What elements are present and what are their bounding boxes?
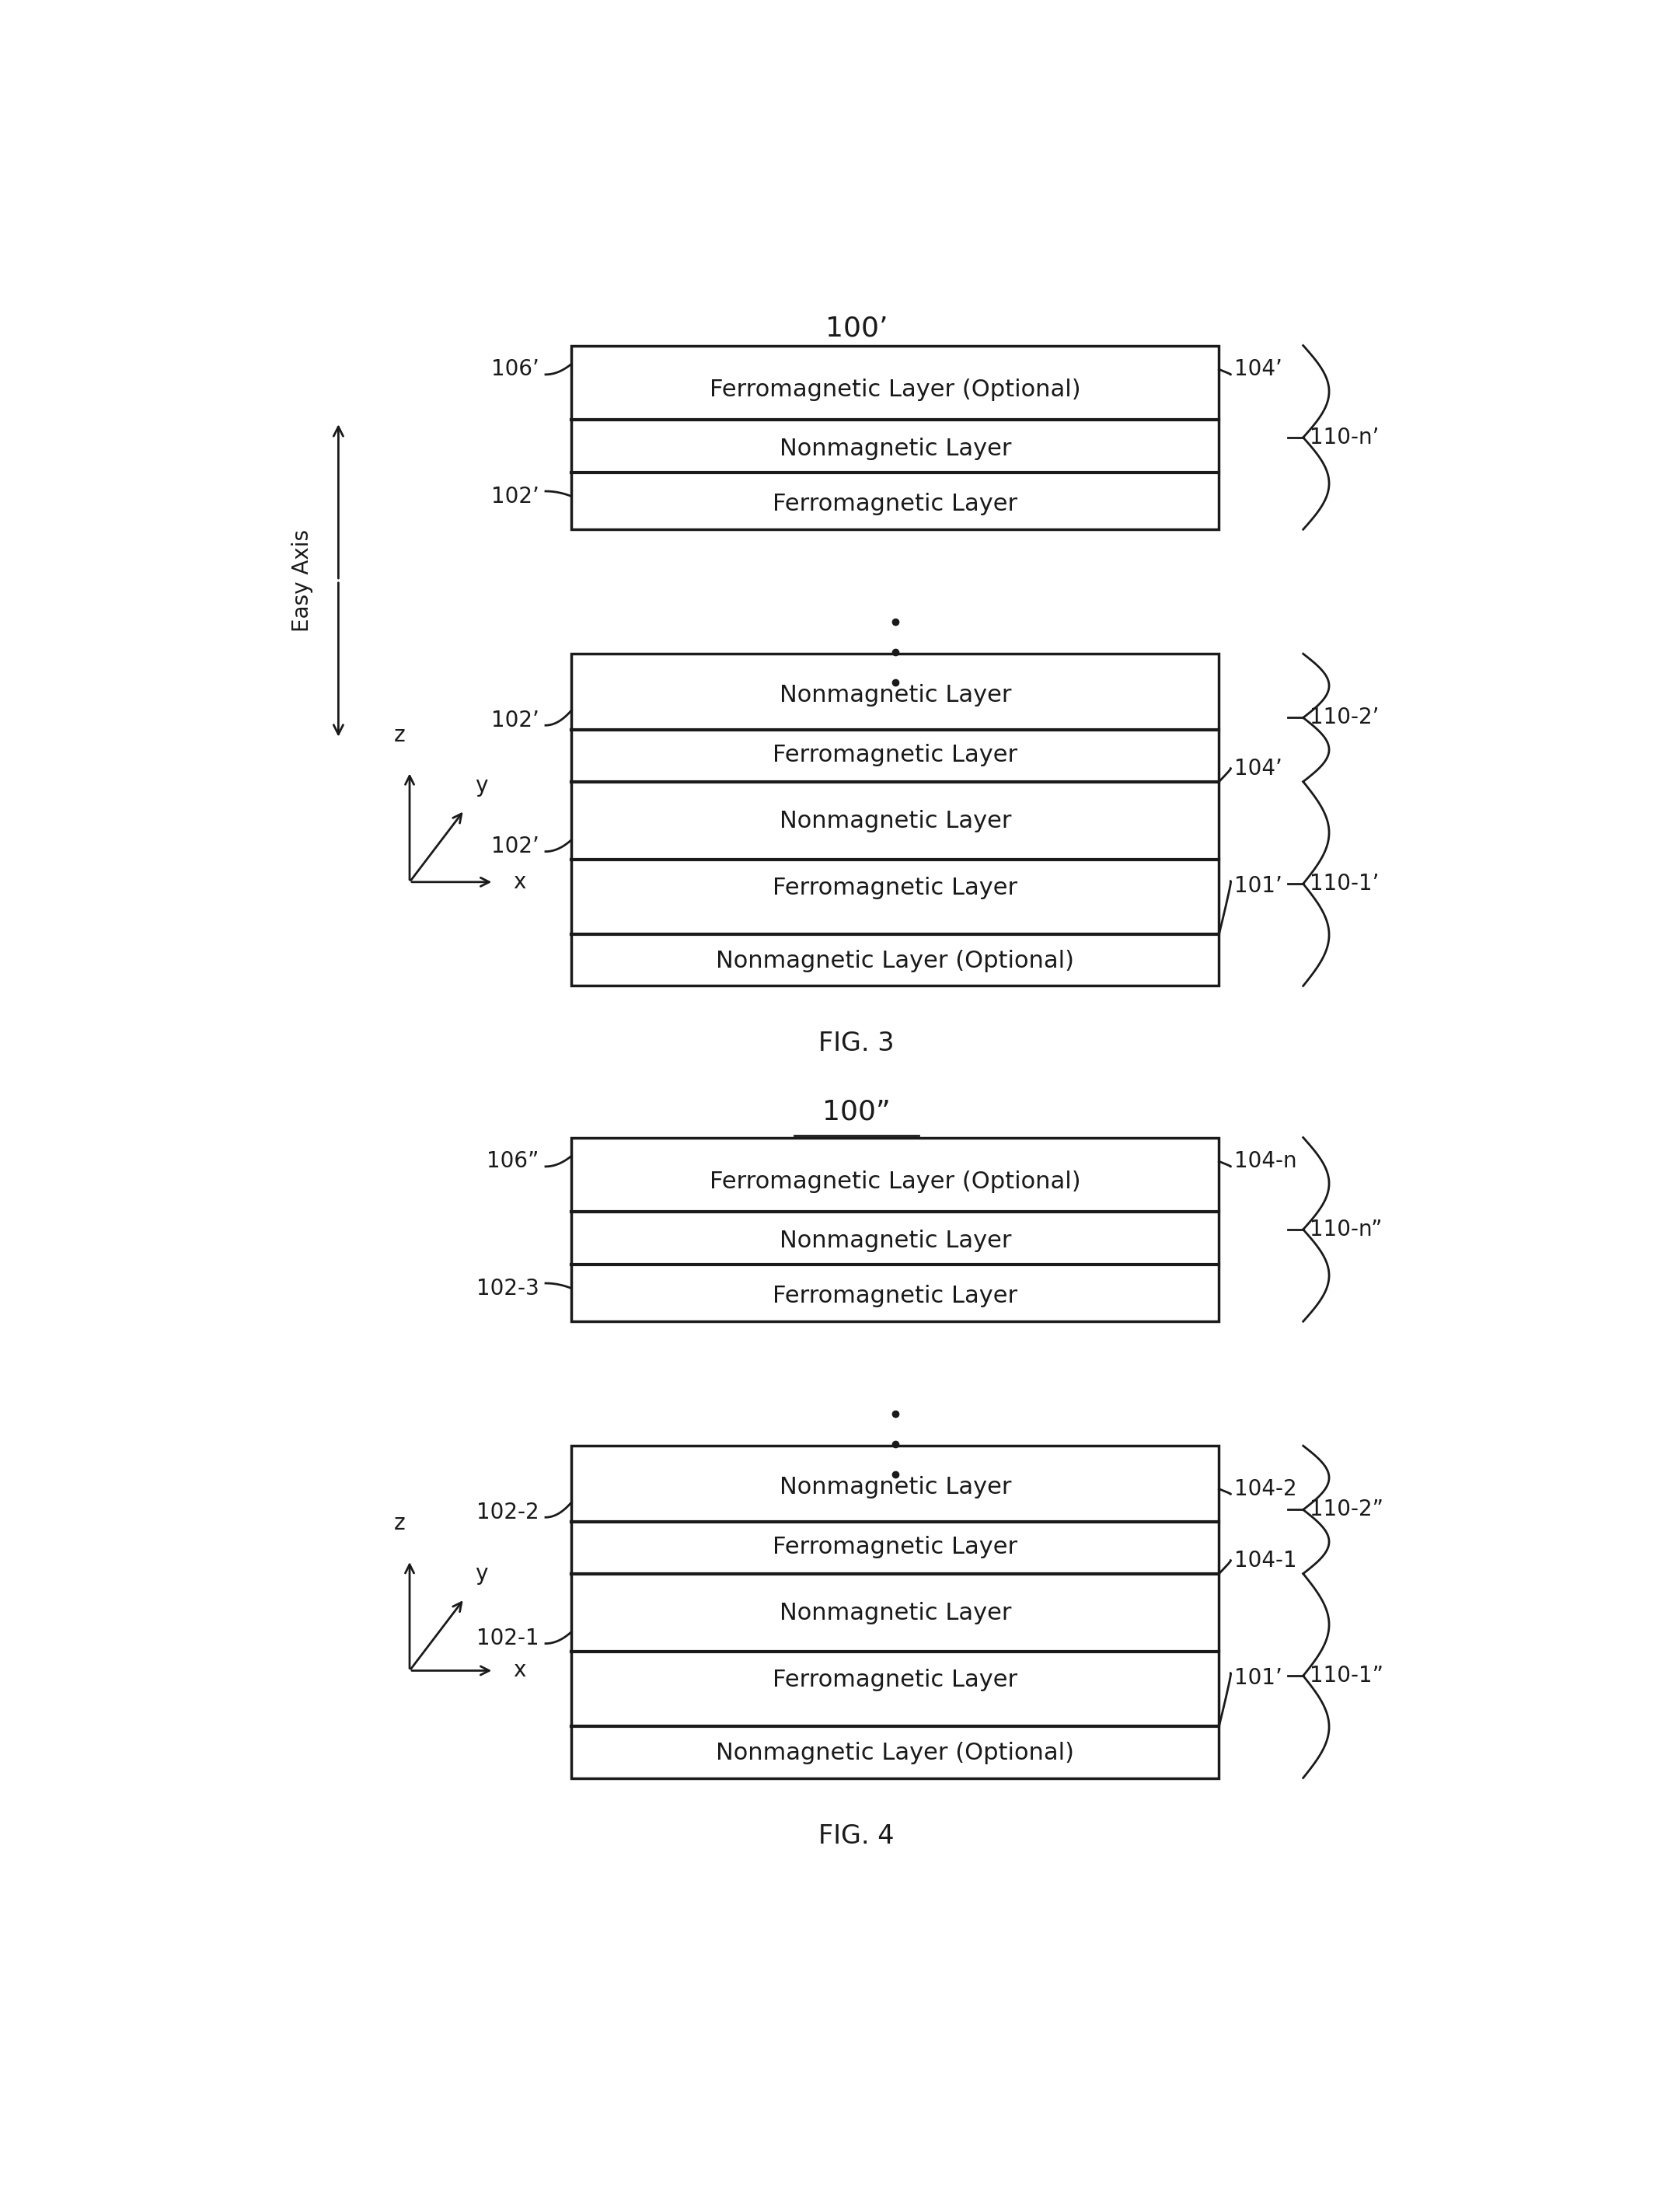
Text: 104-1: 104-1: [1235, 1548, 1297, 1571]
Text: 110-n”: 110-n”: [1310, 1219, 1382, 1241]
Text: 110-2”: 110-2”: [1310, 1500, 1384, 1520]
Text: 100’: 100’: [825, 316, 887, 341]
Text: Ferromagnetic Layer: Ferromagnetic Layer: [772, 743, 1018, 765]
Bar: [571, 345, 1220, 529]
Text: Nonmagnetic Layer: Nonmagnetic Layer: [779, 810, 1011, 832]
Text: FIG. 4: FIG. 4: [819, 1823, 894, 1849]
Bar: [571, 655, 1220, 987]
Text: Nonmagnetic Layer (Optional): Nonmagnetic Layer (Optional): [717, 1741, 1074, 1765]
Text: 106’: 106’: [491, 358, 540, 380]
Text: 102-2: 102-2: [476, 1502, 540, 1524]
Text: 104’: 104’: [1235, 358, 1283, 380]
Text: 110-1”: 110-1”: [1310, 1666, 1384, 1688]
Text: Ferromagnetic Layer: Ferromagnetic Layer: [772, 876, 1018, 900]
Text: Ferromagnetic Layer: Ferromagnetic Layer: [772, 1535, 1018, 1559]
Text: Ferromagnetic Layer: Ferromagnetic Layer: [772, 493, 1018, 515]
Text: Ferromagnetic Layer: Ferromagnetic Layer: [772, 1668, 1018, 1692]
Text: 102’: 102’: [491, 836, 540, 858]
Text: Nonmagnetic Layer: Nonmagnetic Layer: [779, 684, 1011, 706]
Text: 110-n’: 110-n’: [1310, 427, 1379, 449]
Text: 101’: 101’: [1235, 876, 1283, 898]
Text: Easy Axis: Easy Axis: [291, 529, 312, 633]
Text: 104-n: 104-n: [1235, 1150, 1297, 1172]
Text: 102’: 102’: [491, 484, 540, 507]
Text: 102’: 102’: [491, 710, 540, 732]
Text: 104’: 104’: [1235, 757, 1283, 779]
Text: 104-2: 104-2: [1235, 1478, 1297, 1500]
Text: Ferromagnetic Layer (Optional): Ferromagnetic Layer (Optional): [710, 1170, 1081, 1192]
Bar: [571, 1137, 1220, 1321]
Text: z: z: [393, 1513, 404, 1535]
Text: 102-3: 102-3: [476, 1279, 540, 1298]
Text: 106”: 106”: [486, 1150, 540, 1172]
Text: 100”: 100”: [822, 1099, 891, 1126]
Text: Ferromagnetic Layer: Ferromagnetic Layer: [772, 1285, 1018, 1307]
Text: 110-1’: 110-1’: [1310, 874, 1379, 894]
Text: y: y: [475, 774, 488, 796]
Text: z: z: [393, 723, 404, 745]
Text: x: x: [513, 1659, 526, 1681]
Text: Nonmagnetic Layer (Optional): Nonmagnetic Layer (Optional): [717, 949, 1074, 973]
Text: 101’: 101’: [1235, 1668, 1283, 1690]
Text: Nonmagnetic Layer: Nonmagnetic Layer: [779, 1230, 1011, 1252]
Bar: [571, 1447, 1220, 1778]
Text: Nonmagnetic Layer: Nonmagnetic Layer: [779, 1475, 1011, 1498]
Text: 110-2’: 110-2’: [1310, 708, 1379, 728]
Text: y: y: [475, 1564, 488, 1586]
Text: FIG. 3: FIG. 3: [819, 1031, 894, 1057]
Text: 102-1: 102-1: [476, 1628, 540, 1650]
Text: Nonmagnetic Layer: Nonmagnetic Layer: [779, 438, 1011, 460]
Text: Nonmagnetic Layer: Nonmagnetic Layer: [779, 1601, 1011, 1626]
Text: Ferromagnetic Layer (Optional): Ferromagnetic Layer (Optional): [710, 378, 1081, 400]
Text: x: x: [513, 872, 526, 894]
